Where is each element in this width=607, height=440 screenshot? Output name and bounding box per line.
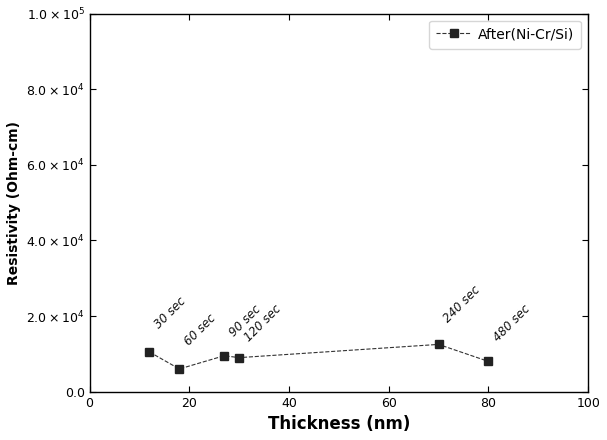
- X-axis label: Thickness (nm): Thickness (nm): [268, 415, 410, 433]
- Legend: After(Ni-Cr/Si): After(Ni-Cr/Si): [429, 21, 581, 48]
- After(Ni-Cr/Si): [175, 367, 183, 372]
- After(Ni-Cr/Si): [485, 359, 492, 364]
- Line: After(Ni-Cr/Si): After(Ni-Cr/Si): [145, 340, 493, 373]
- After(Ni-Cr/Si): [236, 355, 243, 360]
- Text: 240 sec: 240 sec: [441, 284, 483, 326]
- After(Ni-Cr/Si): [220, 353, 228, 358]
- After(Ni-Cr/Si): [435, 342, 443, 347]
- Text: 480 sec: 480 sec: [491, 303, 533, 345]
- Text: 90 sec: 90 sec: [226, 302, 263, 339]
- Text: 60 sec: 60 sec: [182, 312, 219, 348]
- Text: 120 sec: 120 sec: [242, 303, 283, 345]
- Text: 30 sec: 30 sec: [152, 295, 188, 331]
- After(Ni-Cr/Si): [146, 349, 153, 355]
- Y-axis label: Resistivity (Ohm-cm): Resistivity (Ohm-cm): [7, 121, 21, 285]
